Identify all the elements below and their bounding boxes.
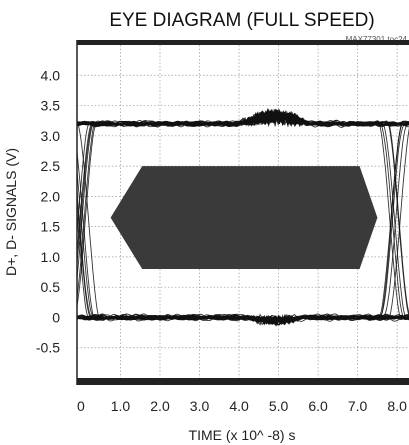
- eye-trace-low-band: [77, 314, 409, 325]
- x-tick-label: 8.0: [387, 398, 407, 414]
- y-tick-label: 4.0: [41, 67, 61, 83]
- eye-trace-high-band: [77, 111, 409, 127]
- y-tick-label: 2.5: [41, 158, 61, 174]
- x-axis-title: TIME (x 10^ -8) s: [189, 427, 296, 443]
- x-tick-label: 3.0: [190, 398, 210, 414]
- y-tick-label: 3.5: [41, 98, 61, 114]
- eye-trace-high-band: [77, 110, 409, 128]
- x-tick-label: 5.0: [269, 398, 289, 414]
- x-tick-label: 1.0: [111, 398, 131, 414]
- y-tick-label: 0.5: [41, 279, 61, 295]
- chart-annotation: MAX77301 toc24: [346, 35, 408, 44]
- y-tick-label: 0: [52, 309, 60, 325]
- chart-title: EYE DIAGRAM (FULL SPEED): [109, 10, 374, 31]
- eye-traces: [77, 107, 409, 327]
- eye-mask: [110, 166, 378, 269]
- y-tick-label: 1.0: [41, 249, 61, 265]
- y-axis-title: D+, D- SIGNALS (V): [3, 148, 19, 276]
- y-tick-label: 3.0: [41, 128, 61, 144]
- y-tick-label: -0.5: [36, 340, 60, 356]
- y-tick-label: 1.5: [41, 219, 61, 235]
- x-axis-ticks: 0 1.0 2.0 3.0 4.0 5.0 6.0 7.0 8.0: [77, 398, 407, 414]
- x-tick-label: 2.0: [150, 398, 170, 414]
- x-tick-label: 0: [77, 398, 85, 414]
- plot-frame-top: [77, 40, 409, 45]
- x-tick-label: 6.0: [308, 398, 328, 414]
- y-axis-ticks: 4.0 3.5 3.0 2.5 2.0 1.5 1.0 0.5 0 -0.5: [36, 67, 60, 355]
- eye-trace-low-band: [77, 313, 409, 325]
- y-tick-label: 2.0: [41, 188, 61, 204]
- plot-frame: [76, 40, 409, 385]
- x-tick-label: 4.0: [229, 398, 249, 414]
- eye-mask-hexagon: [110, 166, 378, 269]
- x-tick-label: 7.0: [348, 398, 368, 414]
- plot-frame-bottom: [77, 378, 409, 385]
